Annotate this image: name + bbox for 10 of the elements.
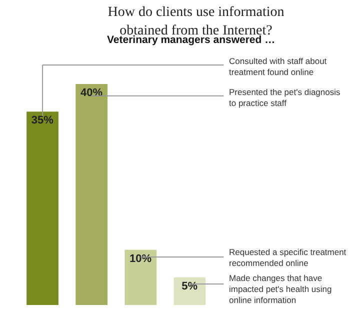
text: Consulted with staff about treatment found online	[229, 56, 328, 78]
bar	[76, 84, 108, 305]
bar	[26, 112, 58, 305]
text: Made changes that have impacted pet's health using online information	[229, 273, 332, 306]
data-label: 40%	[80, 87, 103, 99]
bar	[124, 250, 157, 305]
text: Requested a specific treatment recommended online	[229, 247, 347, 268]
data-label: 5%	[182, 280, 198, 292]
data-label: 35%	[31, 114, 54, 127]
text: Presented the pet's diagnosis to practice staff	[229, 87, 340, 108]
